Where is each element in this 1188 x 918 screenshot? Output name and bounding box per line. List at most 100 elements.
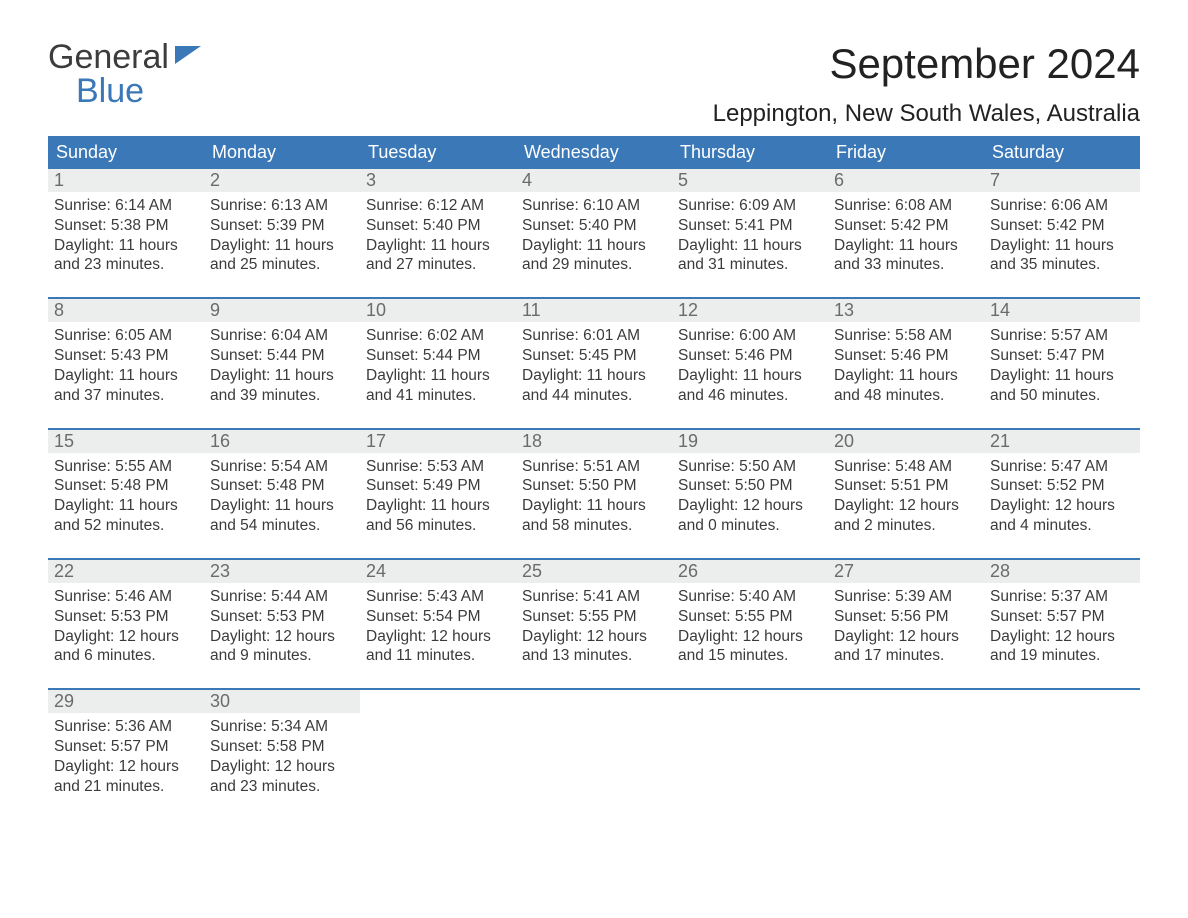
day-number: 28 — [984, 559, 1140, 583]
day-content-row: Sunrise: 6:14 AMSunset: 5:38 PMDaylight:… — [48, 192, 1140, 281]
day-number: 26 — [672, 559, 828, 583]
day-number: 19 — [672, 429, 828, 453]
daylight-line1: Daylight: 11 hours — [54, 496, 198, 516]
sunset-text: Sunset: 5:47 PM — [990, 346, 1134, 366]
sunrise-text: Sunrise: 6:02 AM — [366, 326, 510, 346]
page: General Blue September 2024 Leppington, … — [0, 0, 1188, 851]
col-thursday: Thursday — [672, 136, 828, 169]
sunrise-text: Sunrise: 6:04 AM — [210, 326, 354, 346]
brand-text: General Blue — [48, 40, 169, 108]
sunrise-text: Sunrise: 5:43 AM — [366, 587, 510, 607]
day-number — [984, 689, 1140, 713]
sunset-text: Sunset: 5:40 PM — [522, 216, 666, 236]
daylight-line2: and 48 minutes. — [834, 386, 978, 406]
sunset-text: Sunset: 5:55 PM — [522, 607, 666, 627]
day-number: 27 — [828, 559, 984, 583]
daylight-line1: Daylight: 11 hours — [210, 366, 354, 386]
daylight-line1: Daylight: 12 hours — [366, 627, 510, 647]
day-number: 4 — [516, 169, 672, 192]
day-number: 7 — [984, 169, 1140, 192]
day-content-row: Sunrise: 5:46 AMSunset: 5:53 PMDaylight:… — [48, 583, 1140, 672]
daylight-line2: and 2 minutes. — [834, 516, 978, 536]
day-cell: Sunrise: 5:34 AMSunset: 5:58 PMDaylight:… — [204, 713, 360, 802]
daylight-line1: Daylight: 12 hours — [990, 496, 1134, 516]
sunrise-text: Sunrise: 5:40 AM — [678, 587, 822, 607]
day-number — [672, 689, 828, 713]
day-cell: Sunrise: 6:02 AMSunset: 5:44 PMDaylight:… — [360, 322, 516, 411]
daylight-line2: and 44 minutes. — [522, 386, 666, 406]
sunrise-text: Sunrise: 6:13 AM — [210, 196, 354, 216]
daylight-line1: Daylight: 11 hours — [678, 366, 822, 386]
title-block: September 2024 Leppington, New South Wal… — [713, 40, 1140, 136]
sunset-text: Sunset: 5:50 PM — [678, 476, 822, 496]
sunrise-text: Sunrise: 5:51 AM — [522, 457, 666, 477]
sunrise-text: Sunrise: 6:06 AM — [990, 196, 1134, 216]
day-number: 2 — [204, 169, 360, 192]
day-cell — [828, 713, 984, 802]
day-cell: Sunrise: 5:51 AMSunset: 5:50 PMDaylight:… — [516, 453, 672, 542]
brand-logo: General Blue — [48, 40, 201, 108]
daylight-line1: Daylight: 12 hours — [834, 496, 978, 516]
week-separator — [48, 672, 1140, 689]
day-cell: Sunrise: 6:14 AMSunset: 5:38 PMDaylight:… — [48, 192, 204, 281]
day-cell: Sunrise: 6:12 AMSunset: 5:40 PMDaylight:… — [360, 192, 516, 281]
sunrise-text: Sunrise: 5:46 AM — [54, 587, 198, 607]
day-cell: Sunrise: 5:54 AMSunset: 5:48 PMDaylight:… — [204, 453, 360, 542]
day-number: 15 — [48, 429, 204, 453]
day-number: 18 — [516, 429, 672, 453]
daylight-line2: and 31 minutes. — [678, 255, 822, 275]
daylight-line1: Daylight: 11 hours — [834, 366, 978, 386]
header-row: General Blue September 2024 Leppington, … — [48, 40, 1140, 136]
day-number: 6 — [828, 169, 984, 192]
month-title: September 2024 — [713, 40, 1140, 88]
day-cell: Sunrise: 6:00 AMSunset: 5:46 PMDaylight:… — [672, 322, 828, 411]
day-number: 25 — [516, 559, 672, 583]
sunset-text: Sunset: 5:54 PM — [366, 607, 510, 627]
day-number: 3 — [360, 169, 516, 192]
sunrise-text: Sunrise: 5:34 AM — [210, 717, 354, 737]
daylight-line2: and 19 minutes. — [990, 646, 1134, 666]
daylight-line2: and 11 minutes. — [366, 646, 510, 666]
sunset-text: Sunset: 5:44 PM — [366, 346, 510, 366]
week-separator — [48, 542, 1140, 559]
sunset-text: Sunset: 5:57 PM — [54, 737, 198, 757]
day-number: 16 — [204, 429, 360, 453]
location-label: Leppington, New South Wales, Australia — [713, 100, 1140, 128]
day-number-row: 2930 — [48, 689, 1140, 713]
daylight-line2: and 56 minutes. — [366, 516, 510, 536]
col-monday: Monday — [204, 136, 360, 169]
sunrise-text: Sunrise: 5:39 AM — [834, 587, 978, 607]
day-cell: Sunrise: 5:39 AMSunset: 5:56 PMDaylight:… — [828, 583, 984, 672]
daylight-line2: and 6 minutes. — [54, 646, 198, 666]
sunrise-text: Sunrise: 5:36 AM — [54, 717, 198, 737]
daylight-line1: Daylight: 11 hours — [678, 236, 822, 256]
daylight-line2: and 54 minutes. — [210, 516, 354, 536]
col-sunday: Sunday — [48, 136, 204, 169]
day-number-row: 15161718192021 — [48, 429, 1140, 453]
day-number: 14 — [984, 298, 1140, 322]
day-number-row: 1234567 — [48, 169, 1140, 192]
daylight-line2: and 33 minutes. — [834, 255, 978, 275]
daylight-line2: and 29 minutes. — [522, 255, 666, 275]
sunrise-text: Sunrise: 5:57 AM — [990, 326, 1134, 346]
day-number: 10 — [360, 298, 516, 322]
daylight-line1: Daylight: 11 hours — [990, 236, 1134, 256]
daylight-line1: Daylight: 12 hours — [54, 627, 198, 647]
sunrise-text: Sunrise: 5:50 AM — [678, 457, 822, 477]
day-number: 5 — [672, 169, 828, 192]
day-cell — [672, 713, 828, 802]
sunset-text: Sunset: 5:40 PM — [366, 216, 510, 236]
day-number: 17 — [360, 429, 516, 453]
week-separator — [48, 281, 1140, 298]
daylight-line1: Daylight: 11 hours — [522, 236, 666, 256]
daylight-line1: Daylight: 11 hours — [834, 236, 978, 256]
daylight-line2: and 21 minutes. — [54, 777, 198, 797]
sunset-text: Sunset: 5:49 PM — [366, 476, 510, 496]
sunrise-text: Sunrise: 5:41 AM — [522, 587, 666, 607]
daylight-line2: and 13 minutes. — [522, 646, 666, 666]
day-number: 22 — [48, 559, 204, 583]
sunset-text: Sunset: 5:48 PM — [210, 476, 354, 496]
sunset-text: Sunset: 5:43 PM — [54, 346, 198, 366]
day-cell: Sunrise: 5:46 AMSunset: 5:53 PMDaylight:… — [48, 583, 204, 672]
day-number: 20 — [828, 429, 984, 453]
